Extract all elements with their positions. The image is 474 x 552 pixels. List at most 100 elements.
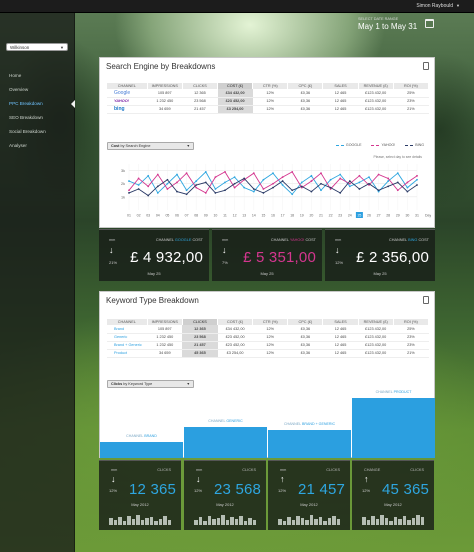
data-point[interactable]	[358, 174, 361, 177]
kpi-card[interactable]: mm CLICKS ↓ 12% 23 568 May 2012	[184, 460, 266, 530]
data-point[interactable]	[176, 181, 178, 184]
kpi-card[interactable]: mm CHANNEL GOOGLE COST ↓ 21% £ 4 932,00 …	[99, 229, 209, 281]
sidebar-item-social-breakdown[interactable]: Social Breakdown	[9, 129, 46, 134]
data-point[interactable]	[204, 181, 207, 184]
data-point[interactable]	[291, 189, 294, 192]
x-tick-label[interactable]: 08	[194, 214, 198, 218]
data-point[interactable]	[204, 192, 207, 194]
data-point[interactable]	[252, 172, 255, 175]
data-point[interactable]	[224, 189, 226, 192]
bar-brand[interactable]	[100, 442, 183, 458]
data-point[interactable]	[368, 184, 370, 186]
data-point[interactable]	[185, 193, 188, 196]
data-point[interactable]	[348, 182, 351, 185]
table-row[interactable]: bing 34 659 21 457 £3 254,00 12% £0,36 12 465 £…	[107, 105, 429, 114]
data-point[interactable]	[300, 185, 303, 188]
data-point[interactable]	[300, 186, 303, 189]
column-header[interactable]: REVENUE (£)	[358, 83, 394, 89]
data-point[interactable]	[137, 184, 140, 186]
column-header[interactable]: CTR (%)	[252, 319, 289, 325]
x-tick-label[interactable]: 06	[175, 214, 179, 218]
data-point[interactable]	[176, 190, 178, 193]
column-header[interactable]: CHANNEL	[107, 83, 148, 89]
column-header[interactable]: IMPRESSIONS	[147, 83, 183, 89]
selected-day-marker[interactable]	[355, 212, 363, 218]
data-point[interactable]	[272, 182, 274, 185]
data-point[interactable]	[339, 173, 342, 176]
data-point[interactable]	[233, 182, 236, 185]
kpi-card[interactable]: mm CLICKS ↓ 12% 12 365 May 2012	[99, 460, 181, 530]
table-row[interactable]: Generic 1 232 450 23 568 £23 452,00 12% £0,36…	[107, 333, 429, 342]
data-point[interactable]	[368, 182, 370, 185]
data-point[interactable]	[137, 188, 140, 190]
data-point[interactable]	[416, 178, 418, 181]
data-point[interactable]	[339, 192, 342, 194]
table-row[interactable]: Brand 105 897 12 365 £34 432,00 12% £0,36 12 4…	[107, 325, 429, 334]
data-point[interactable]	[195, 186, 198, 189]
x-tick-label[interactable]: 10	[213, 214, 217, 218]
data-point[interactable]	[147, 185, 150, 188]
date-range[interactable]: SELECT DATE RANGE May 1 to May 31	[358, 17, 417, 31]
data-point[interactable]	[166, 182, 169, 185]
data-point[interactable]	[406, 181, 409, 184]
column-header[interactable]: COST (£)	[217, 319, 254, 325]
data-point[interactable]	[185, 189, 188, 192]
bar-brand-generic[interactable]	[268, 430, 351, 458]
x-tick-label[interactable]: 12	[233, 214, 237, 218]
data-point[interactable]	[396, 189, 399, 192]
data-point[interactable]	[358, 188, 361, 190]
bar-generic[interactable]	[184, 427, 267, 458]
line-chart[interactable]: 1k 2k 3k 01 02 03 04 05 06 07 08 09 10 11 12 13 14 15 16 17…	[107, 160, 431, 224]
x-tick-label[interactable]: 18	[290, 214, 294, 218]
data-point[interactable]	[195, 184, 198, 186]
data-point[interactable]	[387, 177, 390, 180]
data-point[interactable]	[320, 189, 322, 192]
data-point[interactable]	[147, 194, 150, 197]
x-tick-label[interactable]: 13	[242, 214, 246, 218]
sidebar-item-seo-breakdown[interactable]: SEO Breakdown	[9, 115, 43, 120]
data-point[interactable]	[156, 173, 159, 176]
column-header[interactable]: CTR (%)	[252, 83, 289, 89]
legend-bing[interactable]: BING	[405, 143, 424, 147]
data-point[interactable]	[396, 181, 399, 184]
data-point[interactable]	[147, 174, 150, 177]
data-point[interactable]	[156, 192, 159, 194]
data-point[interactable]	[233, 186, 236, 189]
x-tick-label[interactable]: 02	[137, 214, 141, 218]
data-point[interactable]	[214, 176, 217, 179]
data-point[interactable]	[166, 178, 169, 181]
x-tick-label[interactable]: 19	[300, 214, 304, 218]
data-point[interactable]	[128, 192, 130, 194]
column-header[interactable]: CPC (£)	[287, 319, 324, 325]
x-tick-label[interactable]: 21	[319, 214, 323, 218]
data-point[interactable]	[233, 176, 236, 179]
metric-dropdown[interactable]: Cost by Search Engine ▼	[107, 142, 194, 150]
metric-dropdown[interactable]: Clicks by Keyword Type ▼	[107, 380, 194, 388]
kpi-card[interactable]: CHANGE CLICKS ↑ 12% 45 365 May 2012	[352, 460, 434, 530]
account-select[interactable]: Wilkinson ▼	[6, 43, 68, 51]
data-point[interactable]	[166, 188, 169, 190]
calendar-icon[interactable]	[425, 19, 434, 28]
sidebar-item-home[interactable]: Home	[9, 73, 22, 78]
x-tick-label[interactable]: 09	[204, 214, 208, 218]
user-menu[interactable]: Simon Raybould ▼	[416, 3, 460, 9]
data-point[interactable]	[310, 180, 313, 182]
pdf-export-icon[interactable]	[423, 296, 429, 304]
data-point[interactable]	[387, 185, 390, 188]
x-tick-label[interactable]: 05	[165, 214, 169, 218]
data-point[interactable]	[329, 178, 332, 181]
data-point[interactable]	[214, 192, 217, 194]
x-tick-label[interactable]: 29	[396, 214, 400, 218]
data-point[interactable]	[262, 192, 265, 194]
data-point[interactable]	[156, 185, 159, 188]
sidebar-item-overview[interactable]: Overview	[9, 87, 29, 92]
x-tick-label[interactable]: 26	[367, 214, 371, 218]
data-point[interactable]	[252, 188, 255, 190]
data-point[interactable]	[310, 190, 313, 193]
x-tick-label[interactable]: 23	[338, 214, 342, 218]
x-tick-label[interactable]: 24	[348, 214, 352, 218]
kpi-card[interactable]: mm CLICKS ↑ 12% 21 457 May 2012	[268, 460, 350, 530]
data-point[interactable]	[272, 172, 274, 175]
x-tick-label[interactable]: 27	[377, 214, 381, 218]
x-tick-label[interactable]: 31	[415, 214, 419, 218]
